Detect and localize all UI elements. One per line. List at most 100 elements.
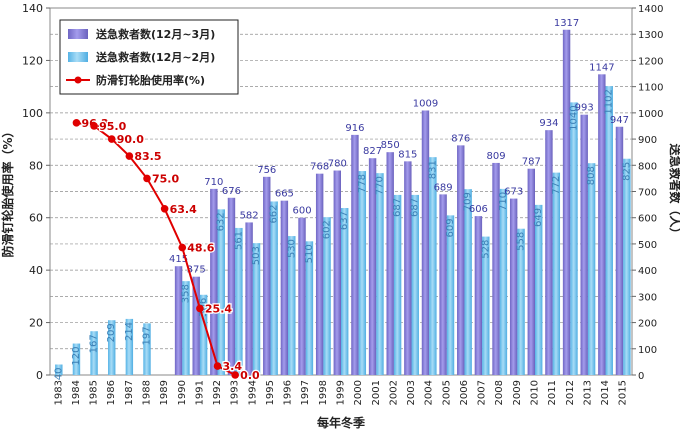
bar-label-dec-feb: 649 [533,208,544,227]
x-tick-label: 1989 [159,380,170,405]
right-tick-label: 400 [638,266,657,277]
bar-label-dec-feb: 528 [480,240,491,259]
bar-dec-mar [227,197,236,375]
bar-dec-feb [552,172,561,375]
bar-dec-feb [235,227,243,375]
right-tick-label: 900 [638,135,657,146]
left-tick-label: 0 [36,369,43,382]
bar-label-dec-mar: 756 [257,165,276,176]
bar-label-dec-feb: 40 [53,368,64,381]
bar-label-dec-mar: 606 [469,204,488,215]
bar-dec-feb [464,189,472,375]
bar-label-dec-mar: 916 [345,123,364,134]
bar-dec-mar [315,173,324,375]
right-tick-label: 200 [638,319,657,330]
usage-rate-point [72,119,81,127]
bar-label-dec-feb: 197 [142,326,153,345]
bar-dec-mar [562,29,571,376]
right-tick-label: 1100 [638,83,663,94]
x-tick-label: 1990 [177,380,188,405]
x-tick-label: 2006 [459,380,470,405]
legend-swatch [68,52,88,62]
line-layer: 96.295.090.083.575.063.448.625.43.40.0 [72,116,261,383]
bar-dec-feb [125,318,134,375]
x-tick-label: 1999 [336,380,347,405]
legend-label: 送急救者数(12月~3月) [95,27,215,41]
usage-rate-label: 95.0 [99,120,126,133]
bar-dec-mar [333,170,341,375]
bar-dec-feb [182,281,190,375]
bar-label-dec-mar: 689 [434,182,453,193]
left-tick-label: 40 [29,264,43,277]
x-tick-label: 2004 [424,380,435,405]
usage-rate-point [231,371,239,379]
x-tick-label: 1987 [124,380,135,405]
bar-dec-mar [545,130,553,375]
bar-dec-mar [192,276,200,375]
bar-label-dec-mar: 673 [504,187,523,198]
bar-dec-feb [570,102,578,375]
x-axis-title: 每年冬季 [317,415,366,430]
bar-label-dec-feb: 831 [427,160,438,179]
x-tick-label: 1994 [247,380,258,405]
bar-label-dec-mar: 710 [204,177,223,188]
legend-label: 防滑钉轮胎使用率(%) [96,73,205,87]
bar-label-dec-mar: 1317 [554,18,579,29]
x-tick-label: 2012 [565,380,576,405]
bar-dec-mar [263,176,271,375]
usage-rate-point [107,135,116,143]
bar-dec-mar [509,198,518,375]
legend-marker [74,76,82,84]
bar-label-dec-mar: 676 [222,186,241,197]
bar-label-dec-mar: 787 [522,157,541,168]
bar-label-dec-feb: 770 [374,176,385,195]
x-tick-label: 1986 [106,380,117,405]
bar-dec-feb [376,173,384,375]
bar-dec-feb [393,194,402,375]
bar-label-dec-feb: 214 [124,322,135,341]
usage-rate-label: 3.4 [223,360,243,373]
bar-label-dec-feb: 167 [89,334,100,353]
usage-rate-point [178,243,187,252]
bar-label-dec-feb: 825 [621,162,632,181]
usage-rate-point [160,205,169,213]
bar-label-dec-mar: 415 [169,254,188,265]
bar-dec-feb [323,217,331,375]
bar-dec-feb [341,208,349,375]
x-tick-label: 1996 [283,380,294,405]
x-tick-label: 1985 [89,380,100,405]
bar-label-dec-mar: 876 [451,133,470,144]
bar-label-dec-mar: 809 [486,151,505,162]
bar-label-dec-feb: 530 [286,239,297,258]
bar-dec-feb [199,294,208,375]
x-tick-label: 2013 [582,380,593,405]
usage-rate-label: 25.4 [205,302,232,315]
bar-label-dec-feb: 503 [251,246,262,265]
axes-layer: 0204060801001201400100200300400500600700… [0,2,680,430]
x-tick-label: 2009 [512,380,523,405]
bar-dec-feb [72,343,81,375]
right-tick-label: 800 [638,161,657,172]
x-tick-label: 2002 [388,380,399,405]
bar-dec-feb [270,201,278,375]
right-tick-label: 300 [638,292,657,303]
bar-label-dec-feb: 602 [322,220,333,239]
x-tick-label: 2001 [371,380,382,405]
usage-rate-label: 63.4 [170,203,197,216]
bar-label-dec-feb: 561 [233,231,244,250]
bar-dec-mar [457,145,465,375]
legend-swatch [68,29,88,39]
bar-dec-feb [288,236,296,375]
bar-dec-feb [482,236,490,375]
x-tick-label: 2015 [618,380,629,405]
left-tick-label: 120 [22,54,43,67]
bar-dec-feb [411,194,419,375]
usage-rate-line [76,121,236,376]
usage-rate-point [213,362,222,370]
bar-label-dec-feb: 306 [198,298,209,317]
bar-label-dec-mar: 993 [575,103,594,114]
bar-dec-feb [358,171,367,375]
bar-dec-mar [386,152,394,375]
left-tick-label: 140 [22,2,43,15]
